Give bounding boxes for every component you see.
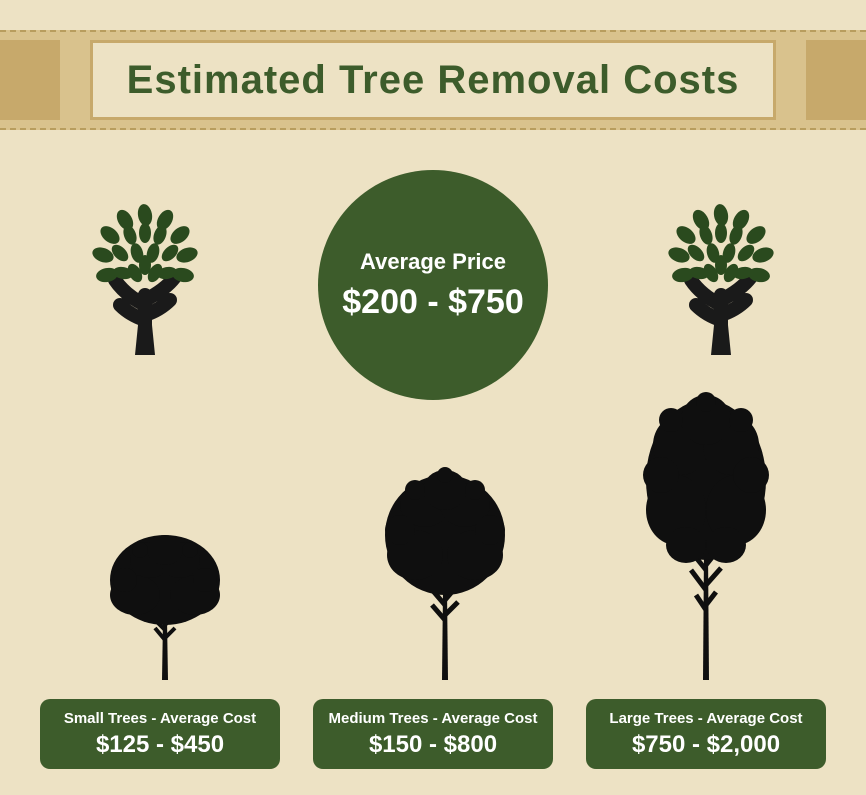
average-price-label: Average Price [360, 249, 506, 275]
page-title: Estimated Tree Removal Costs [127, 58, 740, 103]
large-tree-label: Large Trees - Average Cost [609, 710, 802, 727]
medium-tree-icon [360, 460, 530, 680]
small-tree-price: $125 - $450 [96, 731, 224, 759]
medium-tree-cost-box: Medium Trees - Average Cost $150 - $800 [313, 699, 553, 769]
large-tree-icon [616, 390, 796, 680]
small-tree-icon [90, 520, 240, 680]
large-tree-cost-box: Large Trees - Average Cost $750 - $2,000 [586, 699, 826, 769]
medium-tree-price: $150 - $800 [369, 731, 497, 759]
average-price-circle: Average Price $200 - $750 [318, 170, 548, 400]
medium-tree-label: Medium Trees - Average Cost [329, 710, 538, 727]
title-box: Estimated Tree Removal Costs [90, 40, 776, 120]
tree-icon [641, 185, 801, 355]
large-tree-price: $750 - $2,000 [632, 731, 780, 759]
small-tree-cost-box: Small Trees - Average Cost $125 - $450 [40, 699, 280, 769]
header-tab-right [806, 40, 866, 120]
header-tab-left [0, 40, 60, 120]
tree-icon [65, 185, 225, 355]
average-price-value: $200 - $750 [342, 283, 524, 322]
small-tree-label: Small Trees - Average Cost [64, 710, 256, 727]
